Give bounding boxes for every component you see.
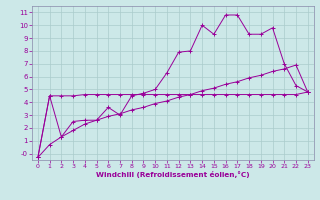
- X-axis label: Windchill (Refroidissement éolien,°C): Windchill (Refroidissement éolien,°C): [96, 171, 250, 178]
